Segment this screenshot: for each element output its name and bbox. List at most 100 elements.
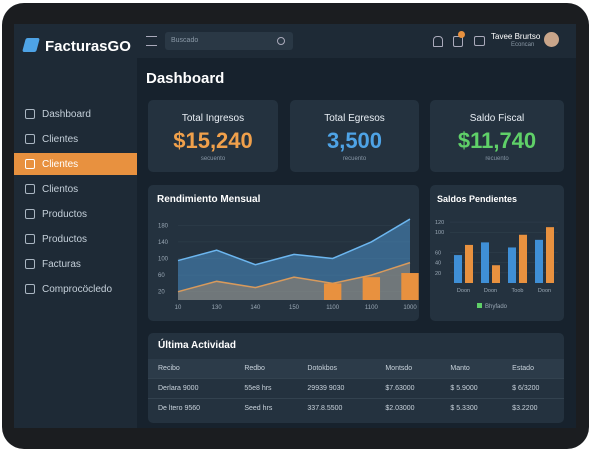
y-tick-label: 20 [158, 290, 165, 296]
table-cell: $2.03000 [385, 405, 415, 412]
card-value: $11,740 [457, 128, 537, 153]
x-tick-label: Toob [512, 288, 524, 294]
table-row: De ltero 9560 Seed hrs 337.8.5500 $2.03000 $… [148, 398, 564, 419]
rendimiento-chart: Rendimiento Mensual 180 140 100 60 20 10 130 140… [157, 194, 419, 311]
menu-label: Productos [42, 208, 88, 220]
logo-icon [22, 38, 40, 52]
bar [465, 244, 473, 283]
table-cell: $ 5.3300 [450, 405, 478, 412]
y-tick-label: 180 [158, 223, 169, 229]
search-placeholder: Buscado [171, 37, 199, 44]
topbar: Buscado Tavee Brurtso Econcan [137, 24, 576, 58]
table-header: Redbo [244, 365, 265, 372]
table-header: Manto [450, 365, 470, 372]
screen: FacturasGO Dashboard Clientes Clientes Clie… [14, 24, 576, 428]
menu-icon [25, 234, 35, 244]
menu-label: Comprocöcledo [42, 283, 113, 295]
badge [458, 31, 465, 38]
y-tick-label: 100 [158, 257, 169, 263]
menu-item[interactable]: Clientes [14, 153, 137, 175]
menu-icon [25, 159, 35, 169]
sidebar: FacturasGO Dashboard Clientes Clientes Clie… [14, 24, 137, 428]
menu-item[interactable]: Productos [14, 203, 137, 225]
x-tick-label: 150 [289, 305, 300, 311]
table-header: Montsdo [385, 365, 413, 372]
search-box[interactable]: Buscado [165, 32, 293, 50]
activity-table: Recibo Redbo Dotokbos Montsdo Manto Estado Der… [148, 359, 564, 418]
bar [519, 234, 527, 283]
table-cell: 29939 9030 [307, 385, 345, 392]
menu-label: Dashboard [42, 108, 91, 120]
menu-icon [25, 284, 35, 294]
image-icon[interactable] [474, 36, 485, 46]
bar [454, 255, 462, 283]
bell-icon[interactable] [433, 36, 443, 47]
user-name: Tavee Brurtso [491, 32, 541, 41]
user-role: Econcan [511, 42, 535, 48]
card-note: secuento [200, 156, 226, 162]
x-tick-label: 1000 [403, 305, 417, 311]
table-cell: $ 6/3200 [512, 385, 540, 392]
table-cell: $ 5.9000 [450, 385, 478, 392]
x-tick-label: 1100 [365, 305, 379, 311]
stat-card: Total Egresos 3,500 recuento [290, 100, 419, 172]
legend-label: Bhyfado [485, 304, 508, 310]
table-cell: 337.8.5500 [307, 405, 343, 412]
search-icon [277, 37, 285, 45]
x-tick-label: Doon [538, 288, 551, 294]
table-cell: De ltero 9560 [158, 405, 201, 412]
page-title: Dashboard [146, 70, 225, 87]
bar [535, 239, 543, 283]
menu-icon [25, 109, 35, 119]
menu-item[interactable]: Comprocöcledo [14, 278, 137, 300]
menu-item[interactable]: Facturas [14, 253, 137, 275]
table-header: Dotokbos [307, 365, 337, 372]
menu-item[interactable]: Dashboard [14, 103, 137, 125]
brand: FacturasGO [45, 38, 131, 55]
menu-icon [25, 134, 35, 144]
table-title: Última Actividad [158, 340, 236, 351]
bar [481, 242, 489, 283]
y-tick-label: 100 [435, 230, 444, 236]
table-cell: $7.63000 [385, 385, 415, 392]
menu-label: Clientes [42, 158, 79, 170]
menu-item[interactable]: Clientos [14, 178, 137, 200]
card-note: recuento [342, 156, 367, 162]
menu-item[interactable]: Productos [14, 228, 137, 250]
bar [546, 227, 554, 283]
x-tick-label: Doon [484, 288, 497, 294]
card-note: recuento [485, 156, 509, 162]
bar [362, 277, 381, 300]
bar [492, 265, 500, 283]
saldos-chart: Saldos Pendientes 120 100 60 40 20 Doon Doon Too… [435, 194, 558, 310]
legend-swatch [477, 303, 482, 308]
table-header-row: Recibo Redbo Dotokbos Montsdo Manto Estado [148, 359, 564, 379]
table-header: Estado [512, 365, 534, 372]
bar [401, 273, 419, 300]
x-tick-label: 1100 [326, 305, 340, 311]
y-tick-label: 60 [158, 273, 165, 279]
table-cell: Derlara 9000 [158, 385, 199, 392]
y-tick-label: 120 [435, 220, 444, 226]
menu-item[interactable]: Clientes [14, 128, 137, 150]
stat-card: Total Ingresos $15,240 secuento [148, 100, 278, 172]
menu-label: Productos [42, 233, 88, 245]
x-tick-label: Doon [457, 288, 470, 294]
card-title: Total Ingresos [181, 113, 245, 124]
menu-label: Facturas [42, 258, 81, 270]
line [177, 218, 411, 266]
card-title: Total Egresos [324, 113, 385, 124]
chart-title: Saldos Pendientes [437, 194, 517, 204]
bar [323, 283, 342, 300]
menu-toggle[interactable] [146, 36, 157, 46]
saldos-panel: Saldos Pendientes 120 100 60 40 20 Doon Doon Too… [430, 185, 564, 321]
avatar[interactable] [544, 32, 559, 47]
x-tick-label: 10 [175, 305, 182, 311]
table-cell: Seed hrs [244, 405, 273, 412]
table-header: Recibo [158, 365, 180, 372]
card-value: $15,240 [173, 128, 253, 153]
menu-label: Clientos [42, 183, 79, 195]
table-wrap: Recibo Redbo Dotokbos Montsdo Manto Estado Der… [148, 359, 564, 418]
y-tick-label: 140 [158, 240, 169, 246]
table-row: Derlara 9000 55e8 hrs 29939 9030 $7.63000 $ … [148, 378, 564, 399]
